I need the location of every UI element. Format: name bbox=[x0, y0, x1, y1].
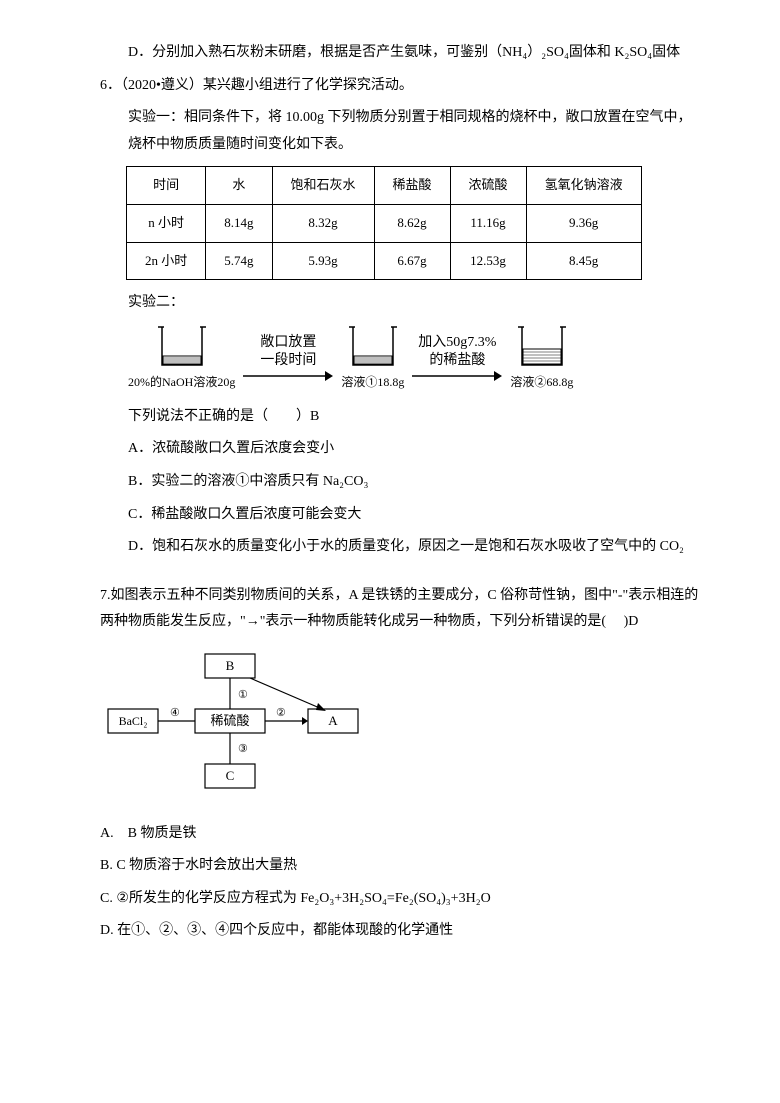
q6-head: 6．（2020•遵义）某兴趣小组进行了化学探究活动。 bbox=[100, 73, 700, 100]
q7-option-c: C. ②所发生的化学反应方程式为 Fe₂O₃+3H₂SO₄=Fe₂(SO₄)₃+… bbox=[100, 886, 700, 913]
q6-exp1-text: 实验一：相同条件下，将 10.00g 下列物质分别置于相同规格的烧杯中，敞口放置… bbox=[128, 105, 700, 158]
th: 时间 bbox=[127, 167, 206, 205]
q7-option-b: B. C 物质溶于水时会放出大量热 bbox=[100, 853, 700, 880]
beaker-icon bbox=[345, 323, 401, 369]
td: 12.53g bbox=[450, 242, 526, 280]
beaker-icon bbox=[514, 323, 570, 369]
td: 8.62g bbox=[374, 205, 450, 243]
arrow1-line1: 敞口放置 bbox=[260, 335, 316, 350]
label-4: ④ bbox=[170, 707, 180, 719]
box-center: 稀硫酸 bbox=[210, 713, 249, 728]
q6-option-c: C．稀盐酸敞口久置后浓度可能会变大 bbox=[128, 502, 700, 529]
arrow-icon bbox=[412, 369, 502, 383]
td: 9.36g bbox=[526, 205, 641, 243]
td: 5.93g bbox=[272, 242, 374, 280]
q6-exp2-label: 实验二： bbox=[128, 290, 700, 317]
td: 8.14g bbox=[206, 205, 272, 243]
beaker1-label: 20%的NaOH溶液20g bbox=[128, 371, 235, 394]
arrow1-line2: 一段时间 bbox=[260, 353, 316, 368]
td: 6.67g bbox=[374, 242, 450, 280]
box-c: C bbox=[226, 768, 235, 783]
th: 浓硫酸 bbox=[450, 167, 526, 205]
q7-option-d: D. 在①、②、③、④四个反应中，都能体现酸的化学通性 bbox=[100, 918, 700, 945]
label-2: ② bbox=[276, 707, 286, 719]
q6-stem: 下列说法不正确的是（ ）B bbox=[128, 404, 700, 431]
label-1: ① bbox=[238, 689, 248, 701]
arrow2-line1: 加入50g7.3% bbox=[418, 335, 496, 350]
beaker2-label: 溶液①18.8g bbox=[341, 371, 404, 394]
td: 2n 小时 bbox=[127, 242, 206, 280]
q6-option-d: D．饱和石灰水的质量变化小于水的质量变化，原因之一是饱和石灰水吸收了空气中的 C… bbox=[128, 534, 700, 561]
th: 稀盐酸 bbox=[374, 167, 450, 205]
q6-data-table: 时间 水 饱和石灰水 稀盐酸 浓硫酸 氢氧化钠溶液 n 小时 8.14g 8.3… bbox=[126, 166, 642, 280]
table-row: 2n 小时 5.74g 5.93g 6.67g 12.53g 8.45g bbox=[127, 242, 642, 280]
q7-diagram: B BaCl₂ 稀硫酸 A C ① ④ ② ③ bbox=[100, 646, 700, 807]
box-b: B bbox=[226, 658, 235, 673]
table-row: n 小时 8.14g 8.32g 8.62g 11.16g 9.36g bbox=[127, 205, 642, 243]
q6-option-a: A．浓硫酸敞口久置后浓度会变小 bbox=[128, 436, 700, 463]
box-bacl2: BaCl₂ bbox=[119, 714, 148, 728]
box-a: A bbox=[328, 713, 338, 728]
beaker-icon bbox=[154, 323, 210, 369]
arrow2-line2: 的稀盐酸 bbox=[429, 353, 485, 368]
q5-option-d: D．分别加入熟石灰粉末研磨，根据是否产生氨味，可鉴别（NH₄）₂SO₄固体和 K… bbox=[100, 40, 700, 67]
label-3: ③ bbox=[238, 743, 248, 755]
td: 8.32g bbox=[272, 205, 374, 243]
q6-exp2-diagram: 20%的NaOH溶液20g 敞口放置 一段时间 溶液①18.8g 加入50g7.… bbox=[128, 323, 700, 394]
table-row: 时间 水 饱和石灰水 稀盐酸 浓硫酸 氢氧化钠溶液 bbox=[127, 167, 642, 205]
th: 饱和石灰水 bbox=[272, 167, 374, 205]
q6-option-b: B．实验二的溶液①中溶质只有 Na₂CO₃ bbox=[128, 469, 700, 496]
q7-option-a: A. B 物质是铁 bbox=[100, 821, 700, 848]
th: 水 bbox=[206, 167, 272, 205]
td: 8.45g bbox=[526, 242, 641, 280]
q7-stem: 7.如图表示五种不同类别物质间的关系，A 是铁锈的主要成分，C 俗称苛性钠，图中… bbox=[100, 583, 700, 636]
td: 11.16g bbox=[450, 205, 526, 243]
td: 5.74g bbox=[206, 242, 272, 280]
arrow-icon bbox=[243, 369, 333, 383]
td: n 小时 bbox=[127, 205, 206, 243]
th: 氢氧化钠溶液 bbox=[526, 167, 641, 205]
beaker3-label: 溶液②68.8g bbox=[510, 371, 573, 394]
